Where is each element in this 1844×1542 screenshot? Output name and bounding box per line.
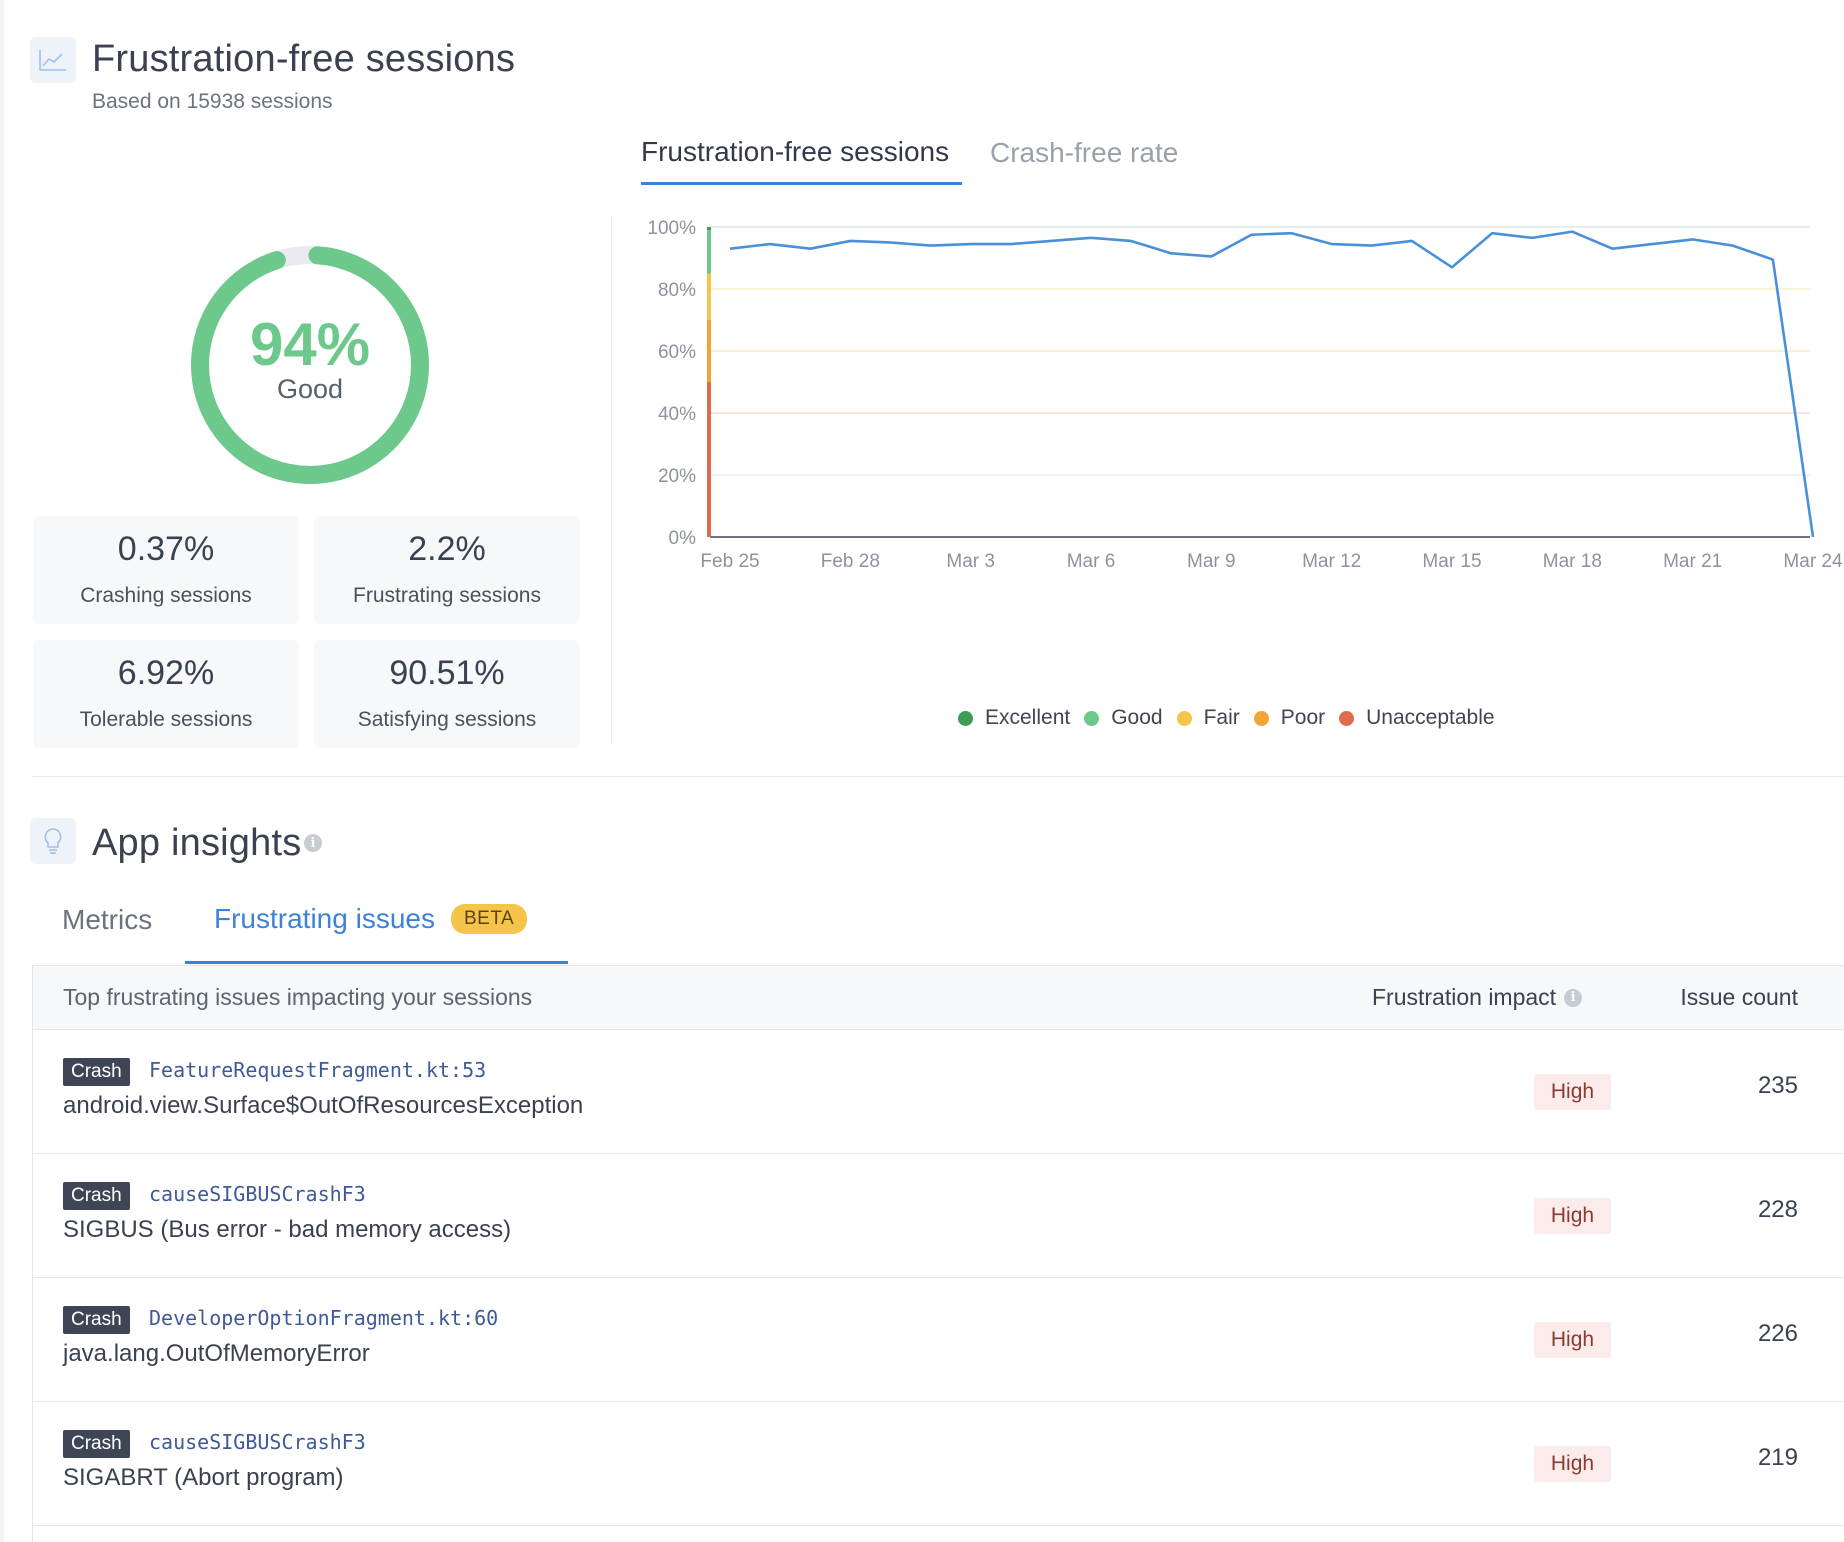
x-tick-label: Mar 3 [946,551,995,572]
table-row[interactable]: Crash causeSIGBUSCrashF3 SIGABRT (Abort … [33,1402,1844,1526]
impact-badge: High [1534,1198,1611,1234]
issue-error: android.view.Surface$OutOfResourcesExcep… [63,1092,584,1119]
table-heading: Top frustrating issues impacting your se… [63,984,533,1010]
issue-error: java.lang.OutOfMemoryError [63,1340,370,1367]
tab-frustration-free-sessions[interactable]: Frustration-free sessions [641,136,950,167]
x-tick-label: Mar 18 [1543,551,1602,572]
issues-table: Top frustrating issues impacting your se… [32,965,1844,1542]
tab-frustrating-issues[interactable]: Frustrating issues BETA [214,903,528,935]
stat-label: Tolerable sessions [79,708,253,731]
info-icon[interactable]: i [1564,988,1583,1007]
legend-label: Poor [1280,706,1326,729]
sessions-count-subtitle: Based on 15938 sessions [92,90,333,113]
legend-item: Good [1084,706,1163,730]
stat-label: Frustrating sessions [353,584,541,607]
legend-dot [1339,710,1355,726]
beta-badge: BETA [450,904,528,934]
crash-tag: Crash [63,1430,130,1458]
ffs-score-rating: Good [276,374,344,404]
vertical-divider [611,215,612,745]
ffs-score-donut [191,246,429,484]
section-title-insights: App insights [92,822,302,864]
y-tick-label: 20% [658,466,696,487]
legend-item: Excellent [958,706,1070,730]
stat-label: Satisfying sessions [357,708,537,731]
x-tick-label: Mar 6 [1067,551,1116,572]
column-frustration-impact: Frustration impact i [1372,984,1583,1011]
issue-count: 226 [1757,1320,1798,1347]
legend-dot [1176,710,1192,726]
issue-error: SIGBUS (Bus error - bad memory access) [63,1216,512,1243]
stat-card-tolerable: 6.92% Tolerable sessions [33,640,299,748]
impact-badge: High [1534,1074,1611,1110]
x-tick-label: Mar 15 [1422,551,1481,572]
active-tab-underline [185,961,568,964]
ffs-score-arc [191,246,429,484]
line-chart-icon [30,37,76,83]
legend-dot [958,710,973,726]
impact-badge: High [1534,1446,1611,1482]
y-tick-label: 0% [669,528,697,549]
stat-card-crashing: 0.37% Crashing sessions [33,516,299,624]
lightbulb-icon [30,818,76,864]
legend-label: Fair [1203,706,1240,729]
legend-label: Excellent [985,706,1071,729]
column-label: Frustration impact [1372,984,1557,1010]
info-icon[interactable]: i [304,834,322,852]
issue-location-link[interactable]: causeSIGBUSCrashF3 [149,1182,366,1206]
crash-tag: Crash [63,1306,130,1334]
stat-value: 6.92% [117,654,215,692]
table-row[interactable]: Crash FeatureRequestFragment.kt:53 andro… [33,1030,1844,1154]
ffs-score-value: 94% [249,311,371,378]
column-issue-count: Issue count [1680,984,1798,1010]
y-tick-label: 40% [658,404,696,425]
table-row[interactable]: Crash causeSIGBUSCrashF3 SIGBUS (Bus err… [33,1154,1844,1278]
stat-card-frustrating: 2.2% Frustrating sessions [314,516,580,624]
tab-label: Frustrating issues [214,903,435,934]
section-title-ffs: Frustration-free sessions [92,38,516,80]
x-tick-label: Feb 28 [821,551,880,572]
legend-item: Unacceptable [1339,706,1495,730]
x-tick-label: Mar 12 [1302,551,1361,572]
tab-metrics[interactable]: Metrics [62,904,153,935]
tab-crash-free-rate[interactable]: Crash-free rate [990,137,1179,168]
stat-value: 90.51% [389,654,505,692]
section-divider [32,776,1844,777]
y-tick-label: 80% [658,280,696,301]
stat-label: Crashing sessions [80,584,252,607]
issue-location-link[interactable]: FeatureRequestFragment.kt:53 [149,1058,487,1082]
x-tick-label: Mar 24 [1783,551,1843,572]
x-tick-label: Mar 21 [1663,551,1722,572]
crash-tag: Crash [63,1182,130,1210]
y-tick-label: 60% [658,342,696,363]
stat-card-satisfying: 90.51% Satisfying sessions [314,640,580,748]
x-tick-label: Mar 9 [1187,551,1236,572]
issue-count: 219 [1757,1444,1798,1471]
issue-count: 235 [1757,1072,1798,1099]
impact-badge: High [1534,1322,1611,1358]
table-row[interactable]: Crash DeveloperOptionFragment.kt:60 java… [33,1278,1844,1402]
table-header: Top frustrating issues impacting your se… [33,966,1844,1030]
left-border [0,0,4,1542]
legend-label: Good [1111,706,1163,729]
x-tick-label: Feb 25 [700,551,759,572]
legend-dot [1084,710,1100,726]
series-line [729,230,1815,538]
issue-location-link[interactable]: causeSIGBUSCrashF3 [149,1430,366,1454]
legend-label: Unacceptable [1366,706,1495,729]
stat-value: 2.2% [408,530,486,568]
crash-tag: Crash [63,1058,130,1086]
legend-dot [1253,710,1269,726]
issue-count: 228 [1757,1196,1798,1223]
issue-location-link[interactable]: DeveloperOptionFragment.kt:60 [149,1306,499,1330]
legend-item: Poor [1253,706,1326,730]
y-tick-label: 100% [647,218,696,239]
active-tab-underline [641,182,962,185]
chart-legend: Excellent Good Fair Poor Unacceptable [958,706,1509,730]
ffs-line-chart: 100% 80% 60% 40% 20% 0%Feb 25 Feb 28 Mar 3 Mar 6… [647,218,1843,572]
legend-item: Fair [1176,706,1240,730]
stat-value: 0.37% [117,530,215,568]
issue-error: SIGABRT (Abort program) [63,1464,344,1491]
